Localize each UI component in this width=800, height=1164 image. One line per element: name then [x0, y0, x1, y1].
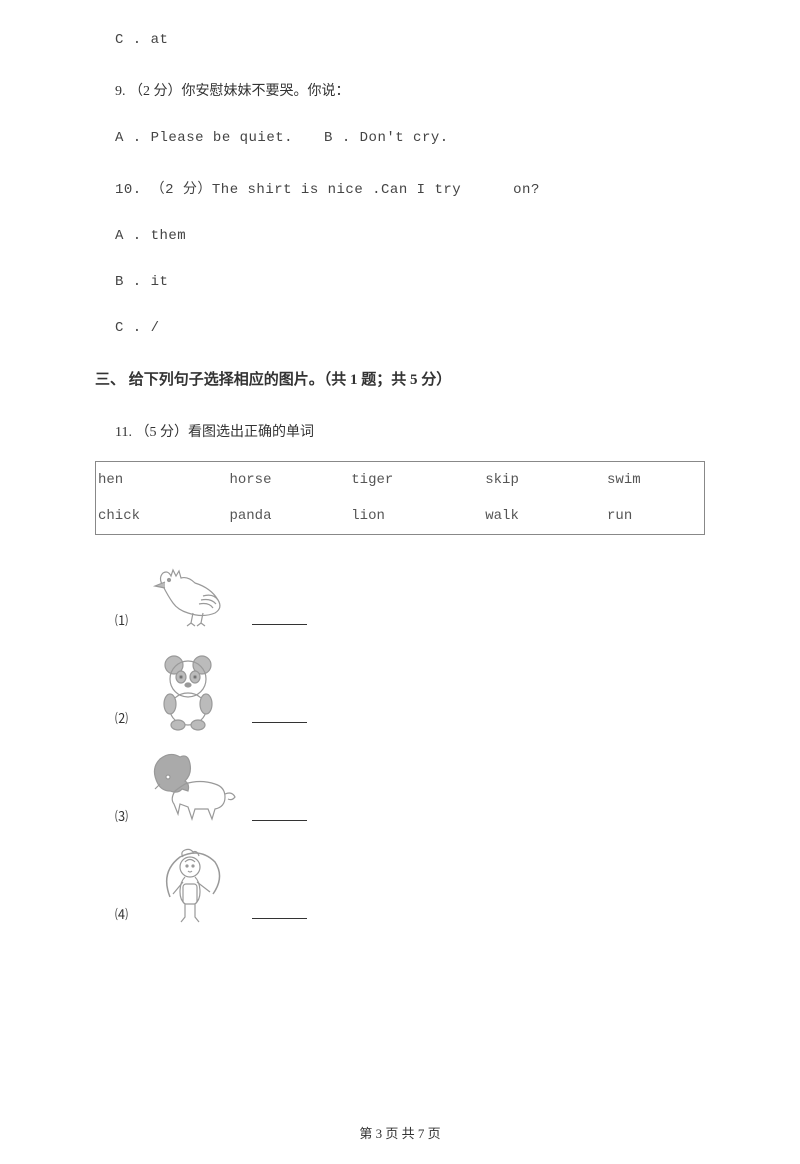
answer-blank[interactable]	[252, 624, 307, 625]
skip-image	[140, 847, 240, 927]
q-prev-opt-c: C . at	[115, 32, 168, 48]
word-cell: hen	[96, 462, 230, 499]
item-number: ⑷	[115, 904, 128, 923]
answer-blank[interactable]	[252, 918, 307, 919]
pic-item-4: ⑷	[95, 847, 705, 927]
answer-blank[interactable]	[252, 722, 307, 723]
word-cell: chick	[96, 498, 230, 535]
q10-stem-before: 10. （2 分）The shirt is nice .Can I try	[115, 182, 461, 198]
word-bank-table: hen horse tiger skip swim chick panda li…	[95, 461, 705, 535]
word-cell: walk	[485, 498, 607, 535]
word-cell: run	[607, 498, 704, 535]
pic-item-2: ⑵	[95, 651, 705, 731]
table-row: hen horse tiger skip swim	[96, 462, 705, 499]
word-cell: skip	[485, 462, 607, 499]
q9-stem: 9. （2 分）你安慰妹妹不要哭。你说：	[95, 80, 705, 100]
q10-opt-a: A . them	[115, 228, 186, 244]
item-number: ⑶	[115, 806, 128, 825]
section-3-title: 三、 给下列句子选择相应的图片。（共 1 题；共 5 分）	[95, 368, 705, 389]
word-cell: swim	[607, 462, 704, 499]
hen-image	[140, 553, 240, 633]
panda-image	[140, 651, 240, 731]
q10-opt-c: C . /	[115, 320, 160, 336]
page-footer: 第 3 页 共 7 页	[0, 1123, 800, 1142]
word-cell: lion	[351, 498, 485, 535]
word-cell: tiger	[351, 462, 485, 499]
q10-opt-b: B . it	[115, 274, 168, 290]
word-cell: horse	[229, 462, 351, 499]
word-cell: panda	[229, 498, 351, 535]
answer-blank[interactable]	[252, 820, 307, 821]
q9-opt-a: A . Please be quiet.	[115, 130, 293, 146]
pic-item-1: ⑴	[95, 553, 705, 633]
table-row: chick panda lion walk run	[96, 498, 705, 535]
item-number: ⑵	[115, 708, 128, 727]
q10-stem-after: on?	[513, 182, 540, 198]
q9-opt-b: B . Don't cry.	[324, 130, 449, 146]
lion-image	[140, 749, 240, 829]
item-number: ⑴	[115, 610, 128, 629]
pic-item-3: ⑶	[95, 749, 705, 829]
q11-stem: 11. （5 分）看图选出正确的单词	[95, 421, 705, 441]
